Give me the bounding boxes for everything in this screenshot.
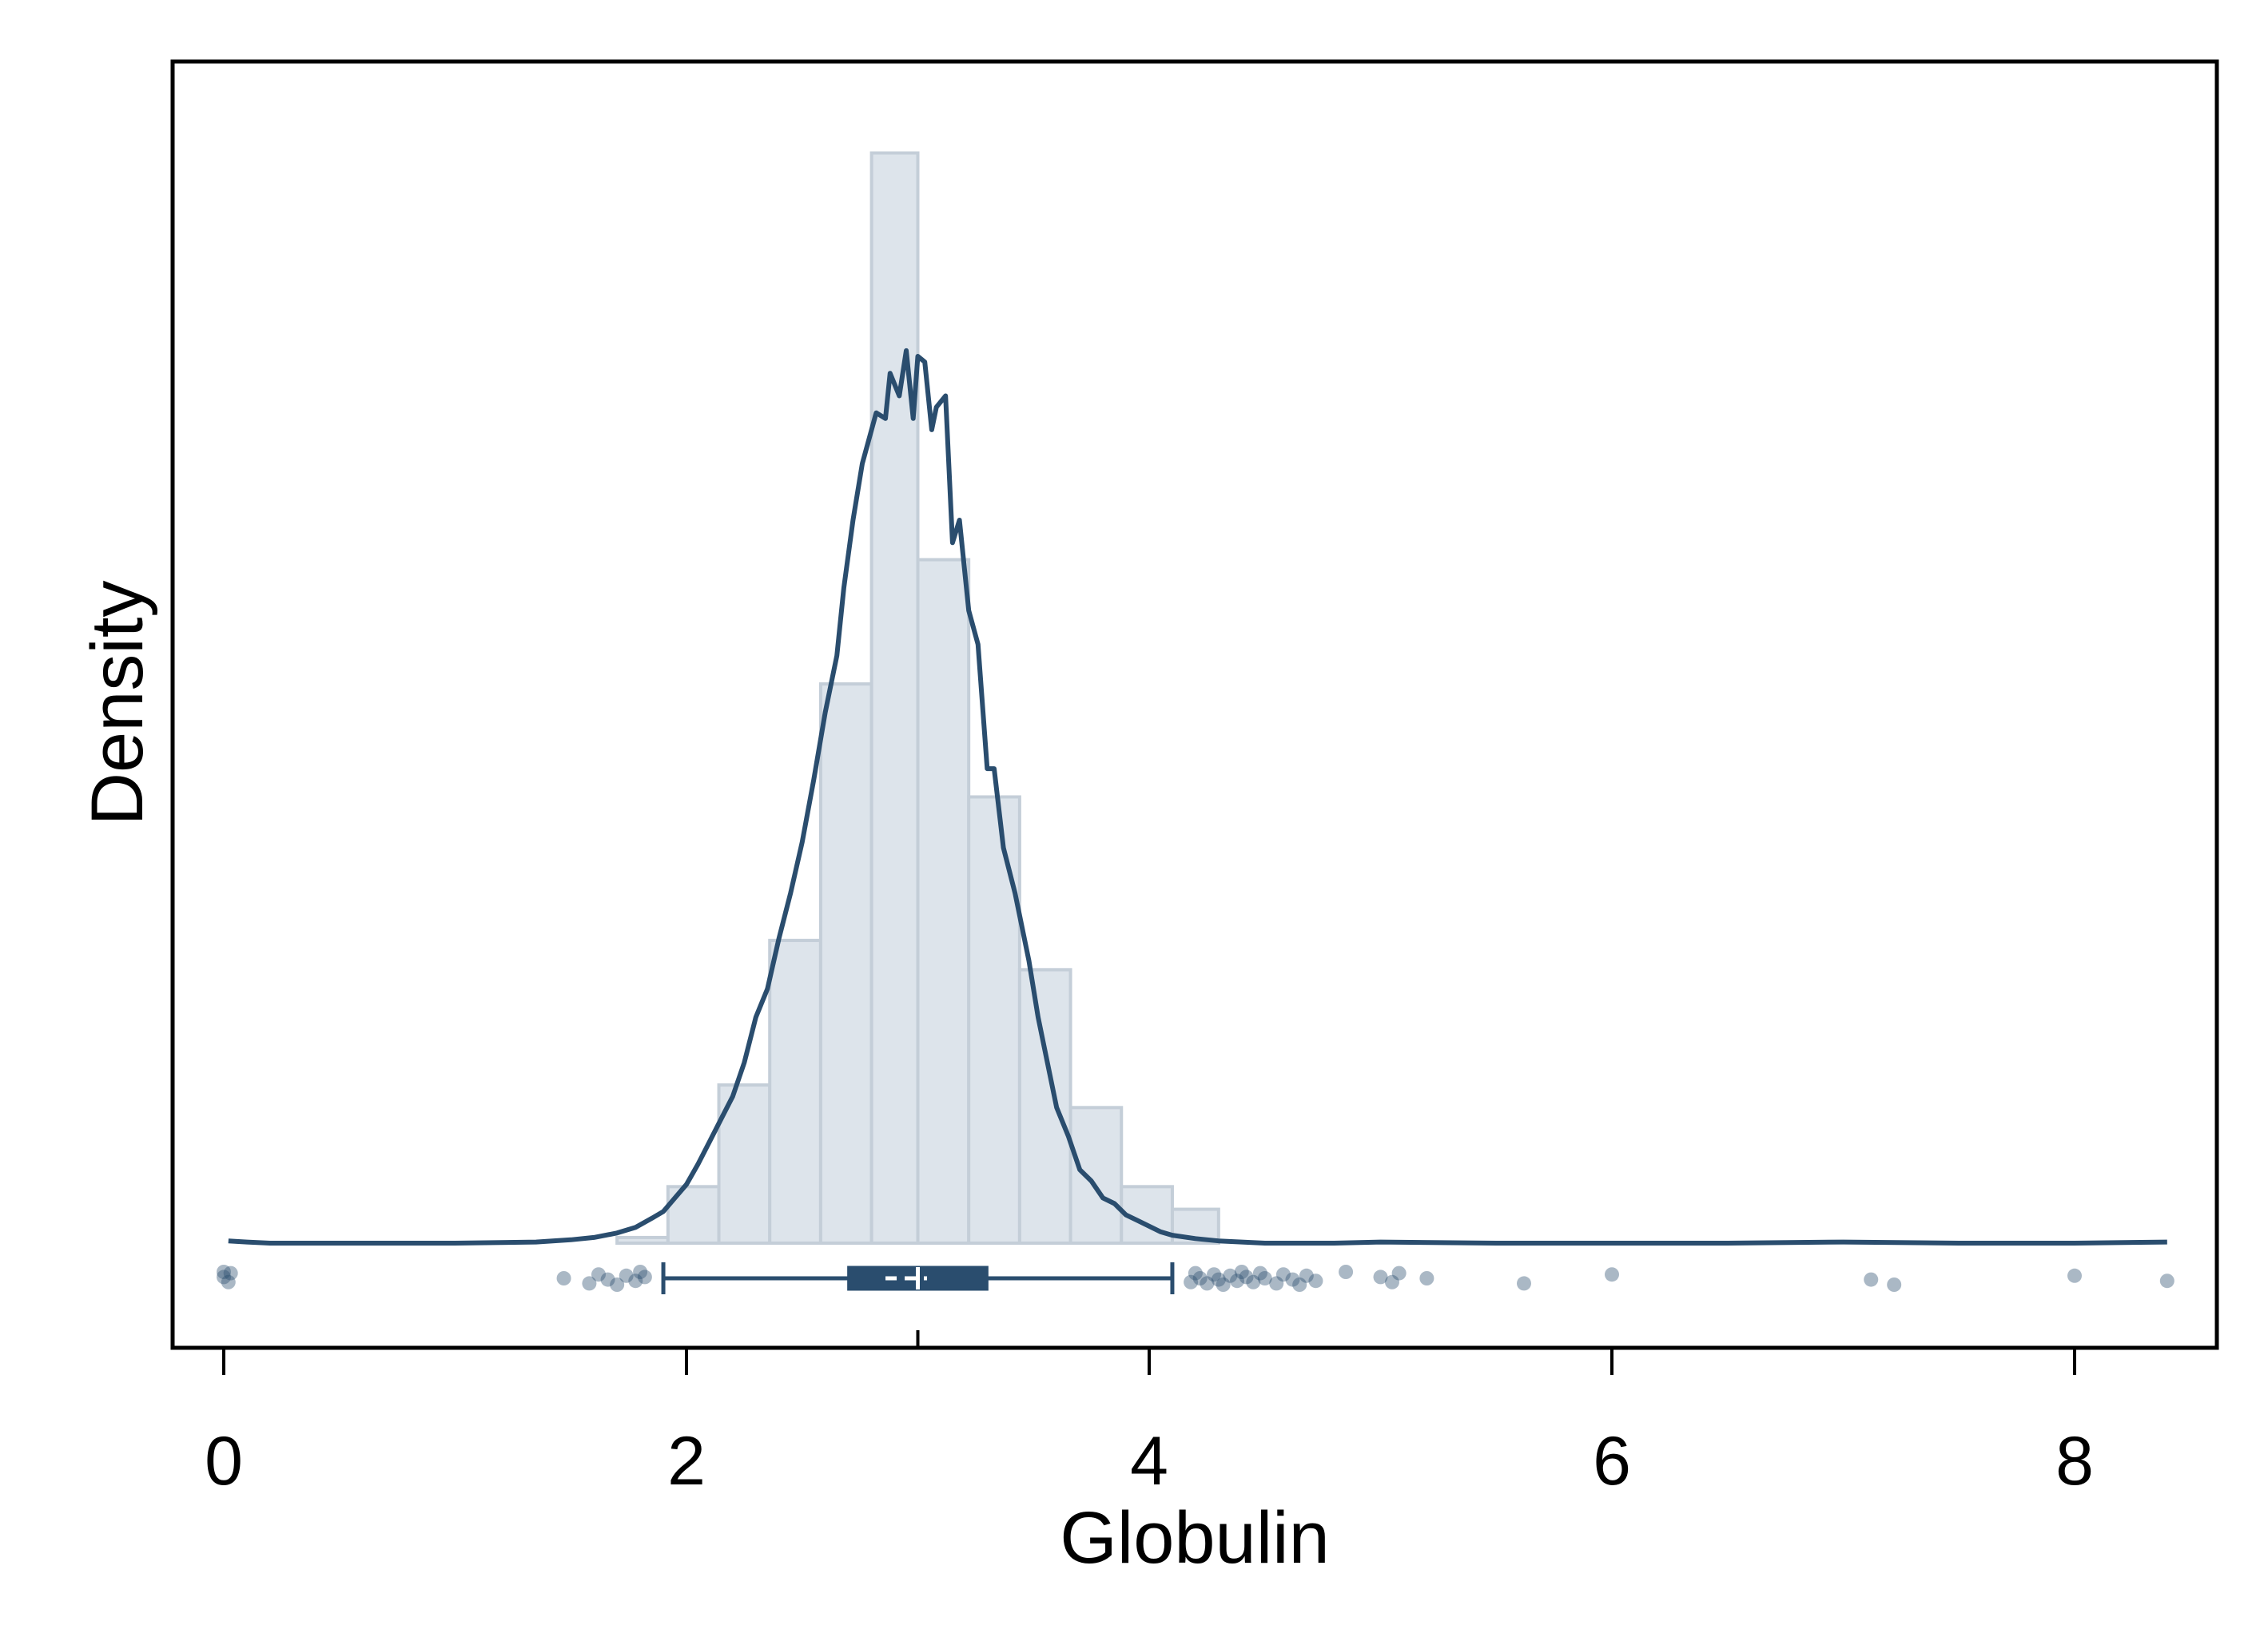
outlier-point <box>1223 1268 1238 1283</box>
outlier-point <box>1384 1274 1399 1289</box>
outlier-point <box>223 1266 238 1281</box>
outlier-point <box>221 1274 236 1289</box>
outlier-point <box>1864 1272 1879 1287</box>
outlier-point <box>628 1274 643 1289</box>
y-axis-title: Density <box>77 581 158 826</box>
histogram-bar <box>869 151 920 1246</box>
outlier-point <box>1373 1270 1388 1285</box>
x-tick-label: 0 <box>205 1423 243 1500</box>
x-tick-label: 2 <box>667 1423 706 1500</box>
histogram-bar <box>818 682 873 1245</box>
outlier-point <box>1887 1277 1902 1292</box>
outlier-point <box>1275 1267 1291 1282</box>
outlier-point <box>1188 1266 1203 1281</box>
boxplot <box>661 1262 1175 1294</box>
histogram-bar <box>916 558 971 1245</box>
outlier-point <box>1207 1267 1222 1282</box>
outlier-point <box>1246 1274 1261 1289</box>
outlier-point <box>1285 1272 1300 1287</box>
histogram-bar <box>768 939 822 1245</box>
outlier-point <box>600 1272 615 1287</box>
outlier-point <box>582 1276 597 1291</box>
outlier-point <box>2159 1274 2174 1289</box>
outlier-point <box>217 1270 231 1285</box>
outlier-point <box>1516 1276 1531 1291</box>
outlier-point <box>1234 1265 1249 1279</box>
outlier-point <box>1192 1271 1208 1285</box>
outlier-point <box>633 1265 648 1279</box>
outlier-point <box>1299 1268 1314 1283</box>
outlier-point <box>610 1277 625 1292</box>
outlier-point <box>1605 1267 1619 1282</box>
outlier-point <box>2067 1268 2082 1283</box>
x-tick-label: 8 <box>2055 1423 2094 1500</box>
x-axis-title: Globulin <box>1060 1497 1330 1579</box>
outlier-point <box>556 1271 571 1285</box>
outlier-points <box>217 1265 2174 1292</box>
outlier-point <box>1391 1266 1407 1281</box>
x-tick-label: 6 <box>1593 1423 1631 1500</box>
outlier-point <box>619 1268 634 1283</box>
x-tick-label: 4 <box>1130 1423 1168 1500</box>
outlier-point <box>1211 1272 1226 1287</box>
histogram-bar <box>1068 1106 1124 1245</box>
outlier-point <box>1184 1274 1199 1289</box>
outlier-point <box>1252 1266 1267 1281</box>
outlier-point <box>1230 1274 1245 1289</box>
histogram-bar <box>967 795 1021 1245</box>
x-axis: 0 2 4 6 8 <box>205 1330 2094 1500</box>
outlier-point <box>591 1267 606 1282</box>
density-curve <box>228 348 2167 1246</box>
outlier-point <box>1216 1277 1231 1292</box>
histogram-bar <box>1017 968 1072 1245</box>
outlier-point <box>1269 1276 1284 1291</box>
outlier-point <box>637 1270 652 1285</box>
outlier-point <box>1419 1271 1434 1285</box>
outlier-point <box>1339 1265 1354 1279</box>
outlier-point <box>1257 1271 1272 1285</box>
histogram-bar <box>615 1235 670 1246</box>
outlier-point <box>1239 1270 1254 1285</box>
outlier-point <box>217 1265 231 1279</box>
outlier-point <box>1292 1277 1307 1292</box>
outlier-point <box>1308 1274 1323 1289</box>
plot-frame <box>170 59 2219 1350</box>
outlier-point <box>1200 1276 1215 1291</box>
histogram-bars <box>615 151 1220 1246</box>
